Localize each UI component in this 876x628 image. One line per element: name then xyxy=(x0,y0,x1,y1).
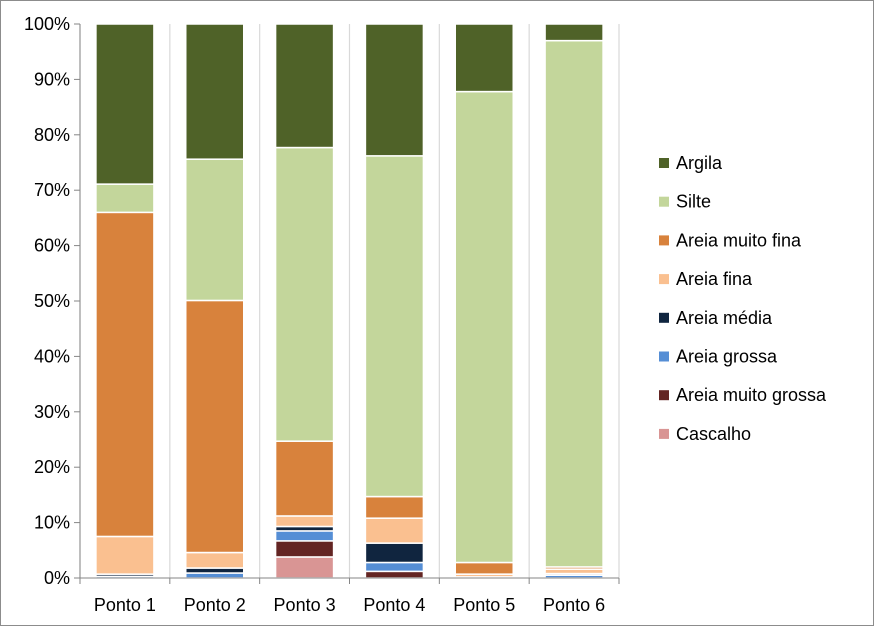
y-tick-label: 20% xyxy=(34,457,70,477)
x-tick-label: Ponto 2 xyxy=(184,595,246,615)
legend-swatch-areia-grossa xyxy=(659,351,669,362)
legend-label-areia-fina: Areia fina xyxy=(676,269,753,289)
bar-segment-areia-media-ponto-4 xyxy=(364,542,425,564)
y-tick-label: 90% xyxy=(34,69,70,89)
legend-label-cascalho: Cascalho xyxy=(676,424,751,444)
x-tick-label: Ponto 5 xyxy=(453,595,515,615)
bar-segment-areia-fina-ponto-3 xyxy=(274,515,335,528)
bar-segment-areia-grossa-ponto-4 xyxy=(364,561,425,573)
legend: Argila Silte Areia muito fina Areia fina Are… xyxy=(659,153,827,444)
bar-segment-areia-muito-fina-ponto-5 xyxy=(454,561,514,575)
legend-label-silte: Silte xyxy=(676,192,711,212)
bar-segment-areia-muito-grossa-ponto-3 xyxy=(274,540,335,558)
vertical-grid-lines xyxy=(79,24,620,578)
bar-segment-areia-muito-grossa-ponto-4 xyxy=(364,570,425,579)
y-tick-label: 70% xyxy=(34,180,70,200)
axes xyxy=(74,23,620,584)
bars xyxy=(95,23,604,579)
legend-label-areia-grossa: Areia grossa xyxy=(676,347,778,367)
bar-segment-silte-ponto-6 xyxy=(544,39,604,568)
x-tick-label: Ponto 6 xyxy=(543,595,605,615)
bar-segment-silte-ponto-3 xyxy=(274,146,335,442)
bar-segment-areia-muito-fina-ponto-1 xyxy=(95,211,155,538)
y-tick-label: 100% xyxy=(24,14,70,34)
legend-label-areia-media: Areia média xyxy=(676,308,773,328)
legend-swatch-areia-fina xyxy=(659,274,669,285)
legend-swatch-cascalho xyxy=(659,428,669,439)
y-tick-label: 50% xyxy=(34,291,70,311)
bar-segment-areia-muito-fina-ponto-4 xyxy=(364,495,425,519)
legend-label-argila: Argila xyxy=(676,153,723,173)
bar-segment-areia-fina-ponto-1 xyxy=(95,535,155,575)
bar-segment-argila-ponto-4 xyxy=(364,23,425,157)
y-tick-label: 0% xyxy=(44,568,70,588)
bar-segment-silte-ponto-4 xyxy=(364,155,425,498)
y-tick-label: 10% xyxy=(34,513,70,533)
bar-segment-areia-grossa-ponto-3 xyxy=(274,530,335,542)
legend-label-areia-muito-grossa: Areia muito grossa xyxy=(676,385,827,405)
y-tick-label: 40% xyxy=(34,346,70,366)
bar-segment-areia-muito-fina-ponto-2 xyxy=(185,299,245,554)
bar-segment-argila-ponto-2 xyxy=(185,23,245,160)
y-tick-label: 60% xyxy=(34,236,70,256)
bar-segment-argila-ponto-1 xyxy=(95,23,155,185)
legend-swatch-areia-muito-grossa xyxy=(659,390,669,401)
bar-segment-silte-ponto-5 xyxy=(454,90,514,564)
bar-segment-areia-muito-fina-ponto-3 xyxy=(274,440,335,517)
legend-swatch-silte xyxy=(659,196,669,207)
y-tick-label: 80% xyxy=(34,125,70,145)
bar-segment-areia-fina-ponto-2 xyxy=(185,551,245,569)
legend-swatch-areia-muito-fina xyxy=(659,235,669,246)
y-tick-labels: 0% 10% 20% 30% 40% 50% 60% 70% 80% 90% 100% xyxy=(24,14,70,588)
bar-segment-silte-ponto-2 xyxy=(185,158,245,302)
bar-segment-argila-ponto-6 xyxy=(544,23,604,42)
bar-segment-cascalho-ponto-3 xyxy=(274,556,335,579)
x-tick-label: Ponto 3 xyxy=(274,595,336,615)
bar-segment-argila-ponto-5 xyxy=(454,23,514,93)
bar-segment-areia-fina-ponto-4 xyxy=(364,517,425,544)
legend-label-areia-muito-fina: Areia muito fina xyxy=(676,230,802,250)
bar-segment-silte-ponto-1 xyxy=(95,183,155,214)
legend-swatch-areia-media xyxy=(659,312,669,323)
x-tick-labels: Ponto 1 Ponto 2 Ponto 3 Ponto 4 Ponto 5 Ponto… xyxy=(94,595,605,615)
x-tick-label: Ponto 4 xyxy=(363,595,425,615)
bar-segment-argila-ponto-3 xyxy=(274,23,335,149)
y-tick-label: 30% xyxy=(34,402,70,422)
x-tick-label: Ponto 1 xyxy=(94,595,156,615)
legend-swatch-argila xyxy=(659,158,669,168)
